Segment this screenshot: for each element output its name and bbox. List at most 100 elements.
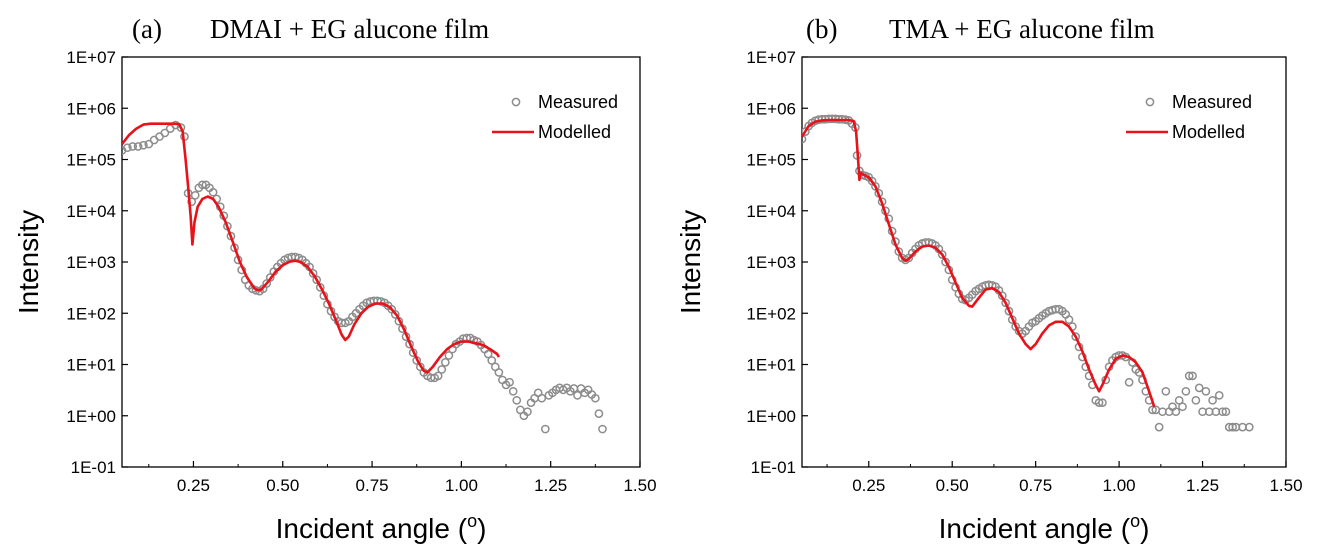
measured-point [160, 128, 170, 138]
measured-point [573, 391, 582, 400]
measured-point [1174, 395, 1184, 405]
measured-point [1191, 395, 1201, 405]
y-tick-label: 1E+06 [66, 99, 116, 118]
y-tick-label: 1E+07 [66, 48, 116, 67]
modelled-line [122, 122, 501, 374]
x-axis-title: Incident angle (o) [939, 511, 1150, 544]
legend: Measured Modelled [1126, 92, 1252, 142]
legend-marker-measured [1145, 97, 1155, 107]
y-tick-label: 1E+02 [746, 304, 796, 323]
plot-frame [801, 56, 1287, 468]
measured-point [390, 310, 400, 319]
measured-point [1124, 377, 1134, 387]
measured-point [437, 365, 447, 374]
y-tick-label: 1E+04 [66, 202, 116, 221]
chart-title: DMAI + EG alucone film [210, 14, 489, 44]
chart-title: TMA + EG alucone film [889, 14, 1155, 44]
y-tick-label: 1E+01 [66, 356, 116, 375]
measured-point [190, 190, 200, 200]
measured-point [487, 356, 497, 365]
measured-point [133, 142, 143, 151]
measured-point [128, 142, 138, 151]
plot-frame [121, 56, 641, 468]
measured-point [505, 377, 514, 387]
x-tick-label: 1.00 [1103, 476, 1136, 495]
measured-point [1171, 407, 1181, 417]
measured-point [1228, 422, 1237, 432]
y-axis-title: Intensity [13, 210, 44, 314]
measured-point [198, 180, 207, 190]
measured-point [508, 386, 518, 396]
measured-point [187, 197, 197, 207]
measured-point [894, 247, 904, 256]
x-axis-title-degree: o [467, 511, 477, 531]
measured-point [1148, 405, 1157, 415]
measured-point [590, 393, 600, 403]
measured-point [537, 393, 547, 403]
measured-point [1001, 298, 1010, 308]
y-tick-label: 1E+05 [66, 151, 116, 170]
measured-point [594, 409, 604, 418]
legend: Measured Modelled [492, 92, 618, 142]
x-axis-title-degree: o [1130, 511, 1140, 531]
measured-point [208, 187, 218, 197]
legend-label-measured: Measured [1172, 92, 1252, 112]
y-tick-label: 1E+00 [746, 407, 796, 426]
y-tick-label: 1E+03 [66, 253, 116, 272]
x-tick-label: 0.75 [356, 476, 389, 495]
measured-point [1154, 422, 1164, 432]
measured-point [312, 275, 322, 285]
legend-label-modelled: Modelled [1172, 122, 1245, 142]
series-measured [122, 120, 607, 434]
measured-point [308, 269, 318, 278]
x-tick-label: 1.25 [534, 476, 567, 495]
modelled-line [802, 118, 1156, 408]
chart-panel-a: (a) DMAI + EG alucone film 0.25 0.50 0.75 1.0… [13, 14, 657, 544]
panel-label: (a) [132, 14, 162, 44]
y-tick-label: 1E+07 [746, 48, 796, 67]
x-tick-label: 1.25 [1186, 476, 1219, 495]
y-tick-label: 1E+03 [746, 253, 796, 272]
x-axis-title: Incident angle (o) [276, 511, 487, 544]
measured-point [1161, 386, 1171, 396]
measured-point [1071, 332, 1081, 341]
measured-point [176, 123, 186, 132]
measured-point [444, 351, 454, 360]
x-axis-title-text: Incident angle ( [939, 513, 1131, 544]
panel-label: (b) [806, 14, 837, 44]
measured-point [1214, 391, 1224, 400]
y-axis-title: Intensity [675, 210, 706, 314]
legend-label-modelled: Modelled [538, 122, 611, 142]
y-tick-label: 1E+00 [66, 407, 116, 426]
x-tick-label: 0.50 [266, 476, 299, 495]
x-tick-label: 1.50 [1269, 476, 1302, 495]
measured-point [1221, 407, 1231, 417]
x-axis-title-end: ) [477, 513, 486, 544]
series-measured [802, 114, 1254, 432]
measured-point [123, 143, 132, 153]
x-tick-label: 1.00 [445, 476, 478, 495]
x-axis-title-end: ) [1140, 513, 1149, 544]
measured-point [1244, 422, 1254, 432]
x-tick-label: 0.50 [936, 476, 969, 495]
series-modelled [122, 122, 501, 374]
measured-point [1194, 383, 1204, 393]
measured-point [440, 358, 450, 367]
measured-point [1208, 395, 1217, 405]
y-tick-label: 1E+05 [746, 151, 796, 170]
series-modelled [802, 118, 1156, 408]
measured-point [139, 140, 148, 150]
measured-point [598, 424, 607, 434]
measured-point [262, 279, 272, 288]
measured-point [1188, 371, 1197, 381]
y-tick-label: 1E-01 [71, 458, 116, 477]
measured-point [1094, 398, 1104, 408]
x-tick-label: 0.75 [1019, 476, 1052, 495]
measured-point [1064, 315, 1074, 325]
measured-point [512, 395, 522, 405]
y-tick-label: 1E+04 [746, 202, 796, 221]
measured-point [433, 371, 443, 381]
legend-label-measured: Measured [538, 92, 618, 112]
measured-point [540, 424, 550, 434]
